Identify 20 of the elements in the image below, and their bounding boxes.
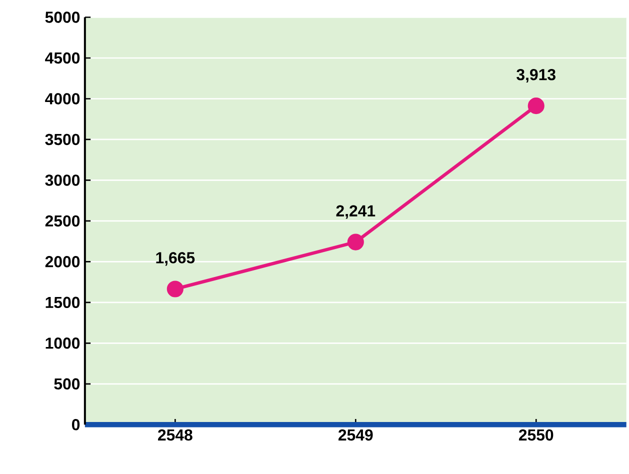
point — [166, 280, 184, 298]
y-tick-label: 3500 — [45, 134, 80, 146]
data-label: 2,241 — [336, 205, 376, 219]
x-tick-label: 2548 — [158, 429, 192, 441]
y-tick-label: 4000 — [45, 93, 80, 104]
y-tick-label: 5000 — [45, 12, 80, 24]
y-tick-label: 0 — [72, 419, 80, 430]
y-tick-label: 2500 — [45, 215, 80, 227]
y-tick-label: 1500 — [46, 296, 80, 308]
data-label: 1,665 — [156, 252, 195, 266]
x-tick-label: 2549 — [338, 429, 373, 441]
data-label: 3,913 — [516, 69, 556, 83]
y-tick-label: 2000 — [45, 256, 80, 268]
y-tick-label: 1000 — [46, 338, 80, 349]
y-tick-label: 3000 — [45, 174, 80, 186]
y-tick-label: 4500 — [45, 52, 80, 64]
point — [347, 234, 364, 250]
x-tick-label: 2550 — [518, 429, 554, 441]
y-tick-label: 500 — [54, 378, 80, 390]
point — [528, 98, 544, 114]
